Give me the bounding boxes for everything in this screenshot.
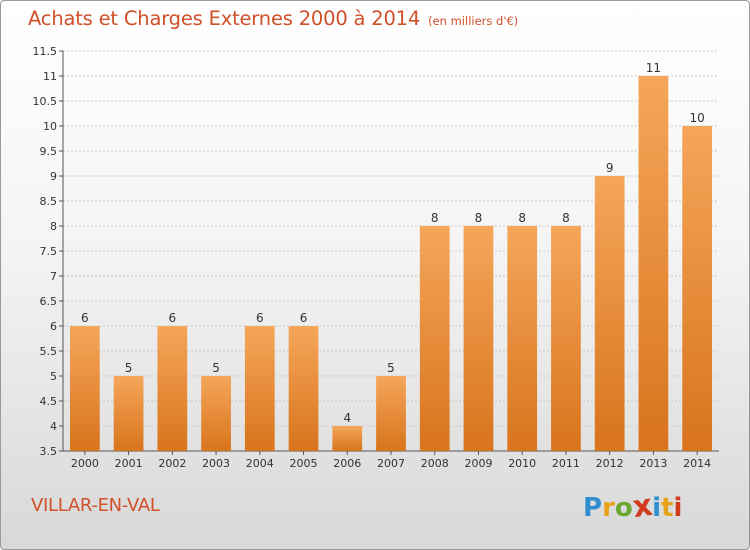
logo-letter: i (673, 493, 683, 523)
data-label: 5 (212, 361, 220, 375)
data-label: 6 (256, 311, 264, 325)
data-label: 11 (646, 61, 661, 75)
proxiti-logo: Proxiti (583, 487, 683, 526)
bar (594, 176, 625, 451)
bar (69, 326, 100, 451)
x-tick-label: 2012 (596, 457, 624, 470)
y-tick-label: 7.5 (40, 245, 58, 258)
x-tick-label: 2008 (421, 457, 449, 470)
x-tick-label: 2000 (71, 457, 99, 470)
x-tick-label: 2002 (158, 457, 186, 470)
y-tick-label: 5.5 (40, 345, 58, 358)
y-tick-label: 4.5 (40, 395, 58, 408)
y-tick-label: 8 (50, 220, 57, 233)
data-label: 6 (300, 311, 308, 325)
logo-letter: P (583, 493, 603, 523)
x-tick-label: 2011 (552, 457, 580, 470)
data-label: 8 (475, 211, 483, 225)
bar (507, 226, 538, 451)
data-label: 6 (81, 311, 89, 325)
x-tick-label: 2013 (639, 457, 667, 470)
chart-title: Achats et Charges Externes 2000 à 2014 (28, 7, 421, 30)
bar (157, 326, 188, 451)
y-tick-label: 7 (50, 270, 57, 283)
logo-letter: o (614, 493, 633, 523)
data-label: 4 (343, 411, 351, 425)
x-tick-label: 2007 (377, 457, 405, 470)
y-tick-label: 10 (43, 120, 57, 133)
bar (244, 326, 275, 451)
data-label: 8 (431, 211, 439, 225)
x-tick-label: 2001 (115, 457, 143, 470)
bar (376, 376, 406, 451)
data-label: 5 (125, 361, 133, 375)
bar (419, 226, 450, 451)
bar (551, 226, 581, 451)
title-row: Achats et Charges Externes 2000 à 2014 (e… (28, 7, 518, 30)
y-tick-label: 11.5 (33, 45, 58, 58)
chart-subtitle: (en milliers d'€) (428, 14, 519, 28)
y-tick-label: 5 (50, 370, 57, 383)
x-tick-label: 2014 (683, 457, 711, 470)
y-tick-label: 4 (50, 420, 57, 433)
logo-letter: x (630, 487, 655, 526)
x-tick-label: 2010 (508, 457, 536, 470)
x-tick-label: 2005 (290, 457, 318, 470)
y-tick-label: 9.5 (40, 145, 58, 158)
logo-letter: t (661, 493, 674, 523)
bar (113, 376, 144, 451)
x-tick-label: 2004 (246, 457, 274, 470)
commune-name: VILLAR-EN-VAL (31, 495, 160, 516)
y-tick-label: 10.5 (33, 95, 58, 108)
bar (682, 126, 713, 451)
x-tick-label: 2009 (464, 457, 492, 470)
data-label: 10 (689, 111, 704, 125)
bar (638, 76, 669, 451)
y-tick-label: 3.5 (40, 445, 58, 458)
bar (463, 226, 494, 451)
x-tick-label: 2003 (202, 457, 230, 470)
data-label: 6 (169, 311, 177, 325)
data-label: 8 (518, 211, 526, 225)
bars (69, 76, 713, 451)
y-tick-label: 11 (43, 70, 57, 83)
bar (201, 376, 231, 451)
y-tick-label: 8.5 (40, 195, 58, 208)
data-label: 5 (387, 361, 395, 375)
bar (288, 326, 319, 451)
x-tick-label: 2006 (333, 457, 361, 470)
bar (332, 426, 363, 451)
logo-letter: r (602, 493, 615, 523)
labels: 3.5 4 4.5 5 5.5 6 6.5 7 7.5 8 8.5 9 9.5 10 10.5 11 11.5 2… (33, 45, 712, 470)
y-tick-label: 6 (50, 320, 57, 333)
data-label: 9 (606, 161, 614, 175)
logo-letter: i (652, 493, 662, 523)
data-label: 8 (562, 211, 570, 225)
y-tick-label: 6.5 (40, 295, 58, 308)
y-tick-label: 9 (50, 170, 57, 183)
